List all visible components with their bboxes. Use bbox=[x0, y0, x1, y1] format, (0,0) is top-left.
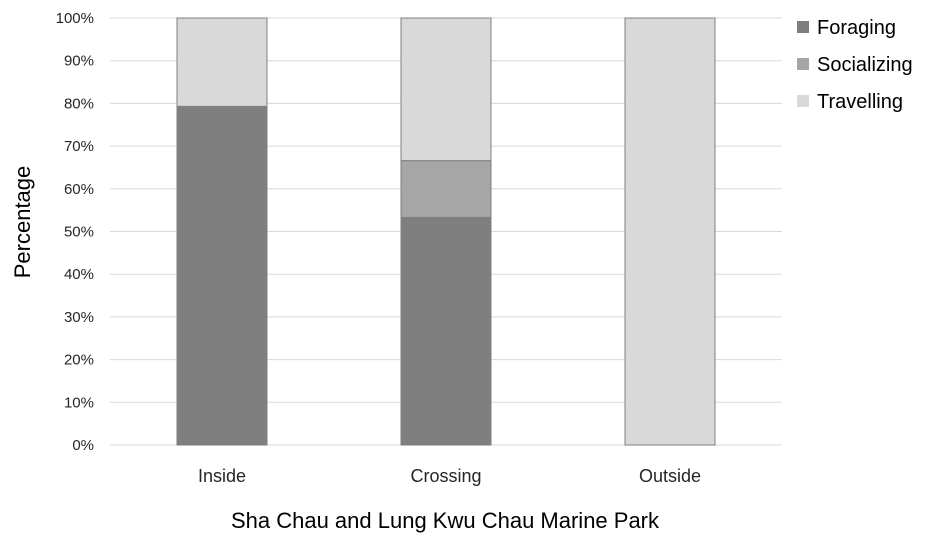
y-axis-title: Percentage bbox=[10, 166, 35, 279]
y-tick-label: 10% bbox=[64, 394, 94, 411]
y-tick-label: 0% bbox=[72, 437, 94, 454]
y-axis-ticks: 0% 10% 20% 30% 40% 50% 60% 70% 80% 90% 100% bbox=[56, 10, 94, 454]
legend-label: Socializing bbox=[817, 54, 913, 76]
y-tick-label: 70% bbox=[64, 138, 94, 155]
y-tick-label: 30% bbox=[64, 309, 94, 326]
y-tick-label: 80% bbox=[64, 95, 94, 112]
bar-socializing-crossing bbox=[401, 161, 491, 218]
x-axis-categories: Inside Crossing Outside bbox=[198, 466, 701, 486]
bar-foraging-crossing bbox=[401, 217, 491, 445]
legend-swatch-foraging bbox=[797, 21, 809, 33]
y-tick-label: 50% bbox=[64, 224, 94, 241]
bars bbox=[177, 18, 715, 445]
y-tick-label: 20% bbox=[64, 352, 94, 369]
y-tick-label: 90% bbox=[64, 53, 94, 70]
bar-travelling-outside bbox=[625, 18, 715, 445]
y-tick-label: 40% bbox=[64, 266, 94, 283]
legend-swatch-socializing bbox=[797, 58, 809, 70]
legend-label: Travelling bbox=[817, 91, 903, 113]
y-tick-label: 60% bbox=[64, 181, 94, 198]
legend-swatch-travelling bbox=[797, 95, 809, 107]
bar-travelling-inside bbox=[177, 18, 267, 106]
bar-travelling-crossing bbox=[401, 18, 491, 161]
x-axis-title: Sha Chau and Lung Kwu Chau Marine Park bbox=[231, 508, 660, 533]
legend-label: Foraging bbox=[817, 17, 896, 39]
legend: Foraging Socializing Travelling bbox=[797, 17, 913, 113]
x-category-label: Crossing bbox=[410, 466, 481, 486]
x-category-label: Outside bbox=[639, 466, 701, 486]
x-category-label: Inside bbox=[198, 466, 246, 486]
bar-foraging-inside bbox=[177, 106, 267, 445]
y-tick-label: 100% bbox=[56, 10, 94, 27]
